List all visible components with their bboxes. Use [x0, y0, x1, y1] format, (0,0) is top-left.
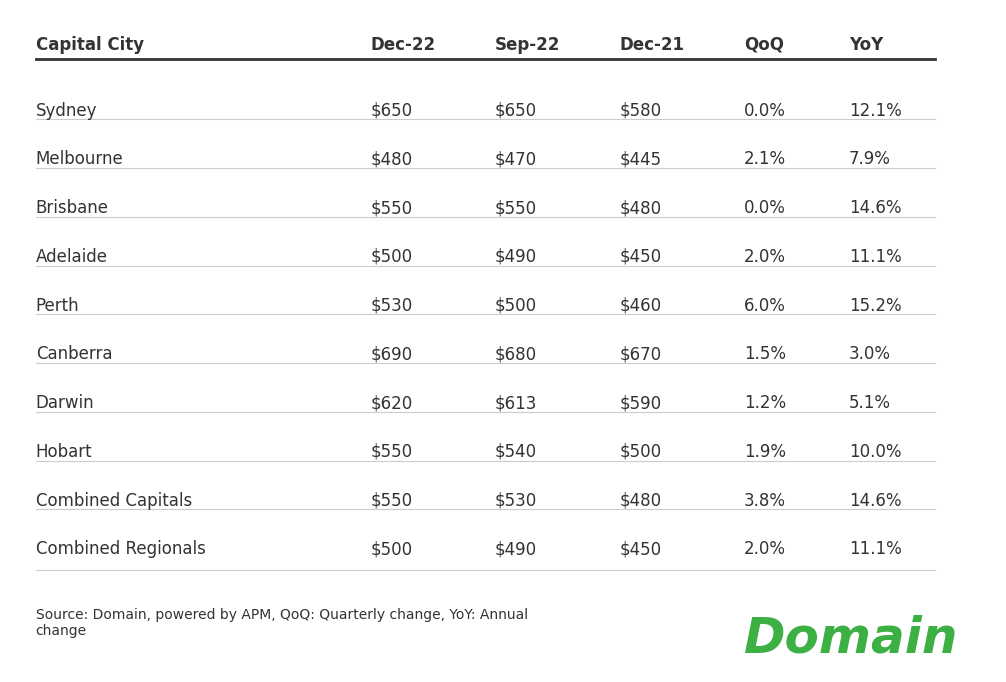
Text: Capital City: Capital City [35, 35, 144, 54]
Text: $690: $690 [370, 345, 412, 364]
Text: 2.0%: 2.0% [743, 540, 786, 559]
Text: 11.1%: 11.1% [849, 540, 901, 559]
Text: $460: $460 [620, 297, 662, 314]
Text: 0.0%: 0.0% [743, 102, 786, 119]
Text: $550: $550 [370, 199, 412, 217]
Text: $550: $550 [370, 443, 412, 461]
Text: 15.2%: 15.2% [849, 297, 901, 314]
Text: 10.0%: 10.0% [849, 443, 901, 461]
Text: $450: $450 [620, 540, 662, 559]
Text: 0.0%: 0.0% [743, 199, 786, 217]
Text: Darwin: Darwin [35, 394, 95, 412]
Text: $500: $500 [370, 540, 412, 559]
Text: 1.2%: 1.2% [743, 394, 786, 412]
Text: 11.1%: 11.1% [849, 248, 901, 266]
Text: Sep-22: Sep-22 [495, 35, 560, 54]
Text: $680: $680 [495, 345, 537, 364]
Text: 1.5%: 1.5% [743, 345, 786, 364]
Text: Dec-22: Dec-22 [370, 35, 436, 54]
Text: $480: $480 [370, 150, 412, 168]
Text: Dec-21: Dec-21 [620, 35, 684, 54]
Text: 5.1%: 5.1% [849, 394, 891, 412]
Text: $500: $500 [620, 443, 662, 461]
Text: $530: $530 [370, 297, 412, 314]
Text: Combined Capitals: Combined Capitals [35, 492, 192, 509]
Text: YoY: YoY [849, 35, 883, 54]
Text: $490: $490 [495, 540, 537, 559]
Text: 3.0%: 3.0% [849, 345, 891, 364]
Text: $530: $530 [495, 492, 537, 509]
Text: 2.0%: 2.0% [743, 248, 786, 266]
Text: 14.6%: 14.6% [849, 199, 901, 217]
Text: $445: $445 [620, 150, 662, 168]
Text: Domain: Domain [743, 614, 959, 662]
Text: 7.9%: 7.9% [849, 150, 891, 168]
Text: Brisbane: Brisbane [35, 199, 109, 217]
Text: $650: $650 [495, 102, 537, 119]
Text: $500: $500 [495, 297, 537, 314]
Text: $650: $650 [370, 102, 412, 119]
Text: $590: $590 [620, 394, 662, 412]
Text: $470: $470 [495, 150, 537, 168]
Text: Hobart: Hobart [35, 443, 93, 461]
Text: $540: $540 [495, 443, 537, 461]
Text: $580: $580 [620, 102, 662, 119]
Text: $490: $490 [495, 248, 537, 266]
Text: $670: $670 [620, 345, 662, 364]
Text: $480: $480 [620, 199, 662, 217]
Text: Adelaide: Adelaide [35, 248, 108, 266]
Text: $480: $480 [620, 492, 662, 509]
Text: $620: $620 [370, 394, 412, 412]
Text: $500: $500 [370, 248, 412, 266]
Text: 3.8%: 3.8% [743, 492, 786, 509]
Text: 14.6%: 14.6% [849, 492, 901, 509]
Text: 6.0%: 6.0% [743, 297, 786, 314]
Text: 1.9%: 1.9% [743, 443, 786, 461]
Text: Combined Regionals: Combined Regionals [35, 540, 205, 559]
Text: QoQ: QoQ [743, 35, 784, 54]
Text: Perth: Perth [35, 297, 79, 314]
Text: 2.1%: 2.1% [743, 150, 786, 168]
Text: Canberra: Canberra [35, 345, 112, 364]
Text: $450: $450 [620, 248, 662, 266]
Text: Sydney: Sydney [35, 102, 98, 119]
Text: Source: Domain, powered by APM, QoQ: Quarterly change, YoY: Annual
change: Source: Domain, powered by APM, QoQ: Qua… [35, 608, 528, 638]
Text: Melbourne: Melbourne [35, 150, 124, 168]
Text: $550: $550 [370, 492, 412, 509]
Text: $550: $550 [495, 199, 537, 217]
Text: 12.1%: 12.1% [849, 102, 901, 119]
Text: $613: $613 [495, 394, 537, 412]
